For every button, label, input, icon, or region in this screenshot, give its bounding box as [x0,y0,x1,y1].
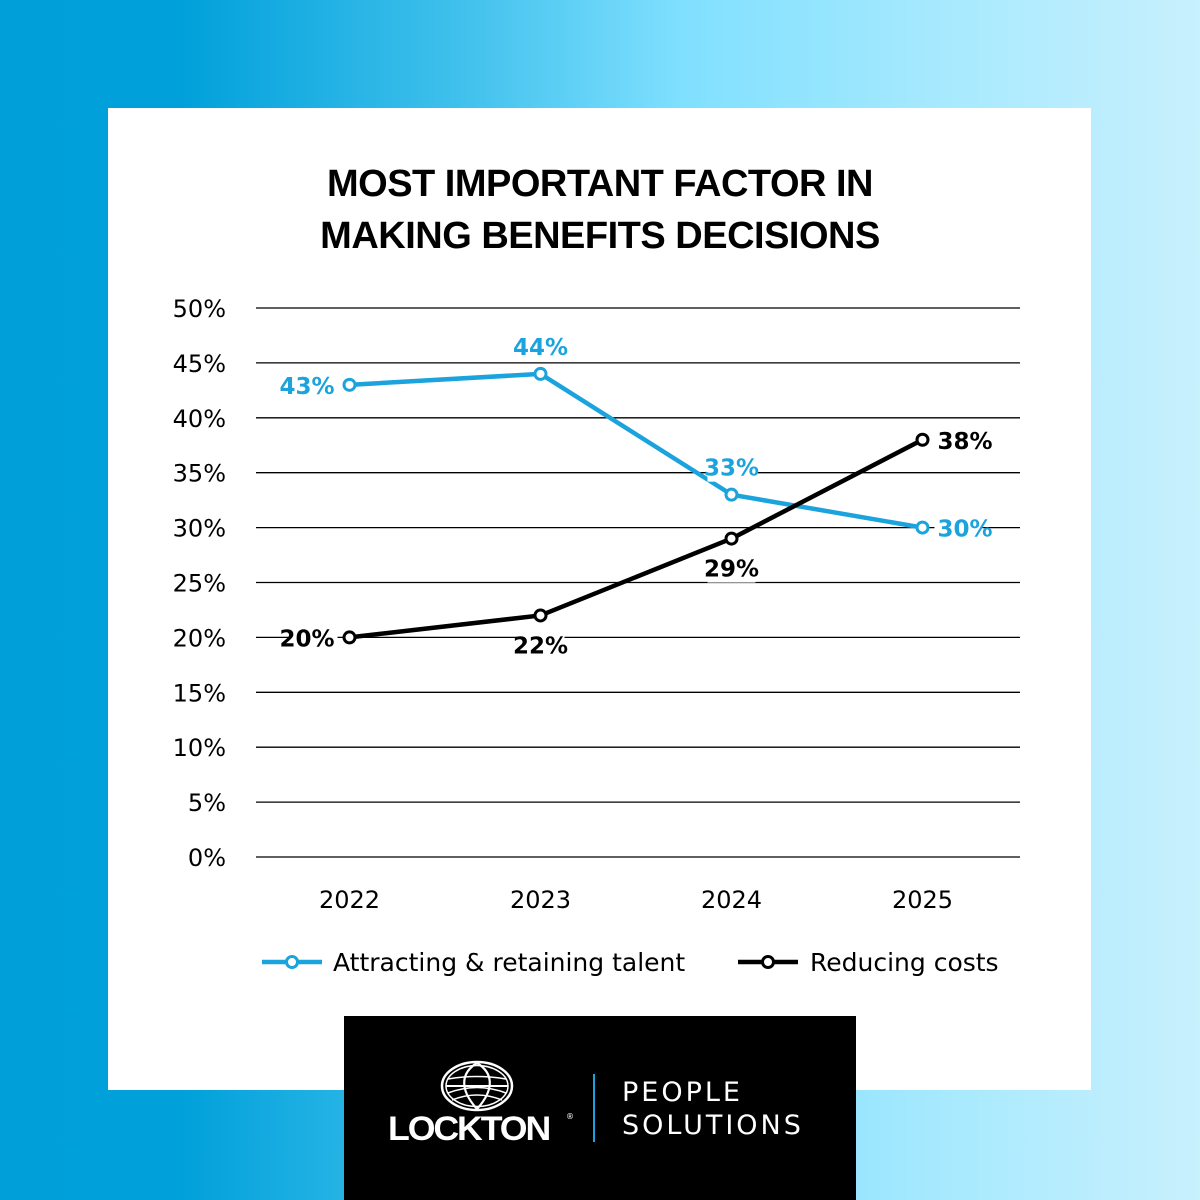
x-tick-label: 2022 [319,886,380,914]
data-label-background [707,453,756,482]
logo-divider [593,1074,595,1142]
y-tick-label: 40% [173,405,226,433]
brand-footer: LOCKTON ® PEOPLE SOLUTIONS [344,1016,856,1200]
y-tick-label: 5% [188,789,226,817]
division-line-2: SOLUTIONS [622,1110,804,1141]
chart-title: MOST IMPORTANT FACTOR IN MAKING BENEFITS… [0,158,1200,262]
data-label-background [934,514,983,543]
division-line-1: PEOPLE [622,1077,743,1108]
legend-label: Attracting & retaining talent [333,948,685,977]
globe-icon [440,1060,514,1112]
legend-swatch-marker [761,955,775,969]
data-label-background [707,554,756,583]
registered-mark: ® [566,1112,574,1121]
data-point [342,377,357,392]
y-tick-label: 30% [173,515,226,543]
y-tick-label: 10% [173,734,226,762]
division-name: PEOPLE SOLUTIONS [622,1076,804,1142]
data-label: 22% [513,633,568,659]
y-tick-label: 35% [173,460,226,488]
data-label: 38% [938,429,993,455]
x-tick-label: 2025 [892,886,953,914]
data-point [915,520,930,535]
data-label: 29% [704,557,759,583]
data-label-background [516,332,565,361]
chart-title-line-1: MOST IMPORTANT FACTOR IN [326,163,874,205]
legend-swatch-marker [285,955,299,969]
chart-card [108,108,1091,1090]
data-point [724,487,739,502]
data-point [533,608,548,623]
y-tick-label: 45% [173,350,226,378]
data-label: 33% [704,456,759,482]
y-tick-label: 50% [173,295,226,323]
data-point [533,366,548,381]
x-tick-label: 2024 [701,886,762,914]
data-label-background [516,631,565,660]
data-label: 44% [513,335,568,361]
series-line-talent [349,371,923,530]
data-label: 30% [938,517,993,543]
x-tick-label: 2023 [510,886,571,914]
data-point [724,531,739,546]
data-label-background [289,624,338,653]
y-tick-label: 25% [173,570,226,598]
chart-title-line-2: MAKING BENEFITS DECISIONS [320,215,880,257]
data-label-background [934,426,983,455]
legend-label: Reducing costs [810,948,999,977]
y-tick-label: 0% [188,844,226,872]
y-tick-label: 15% [173,679,226,707]
data-label: 43% [279,374,334,400]
company-wordmark: LOCKTON [388,1110,551,1148]
series-line-costs [349,437,924,640]
data-label: 20% [279,626,334,652]
data-point [342,630,357,645]
y-tick-label: 20% [173,624,226,652]
data-label-background [289,371,338,400]
data-point [915,432,930,447]
